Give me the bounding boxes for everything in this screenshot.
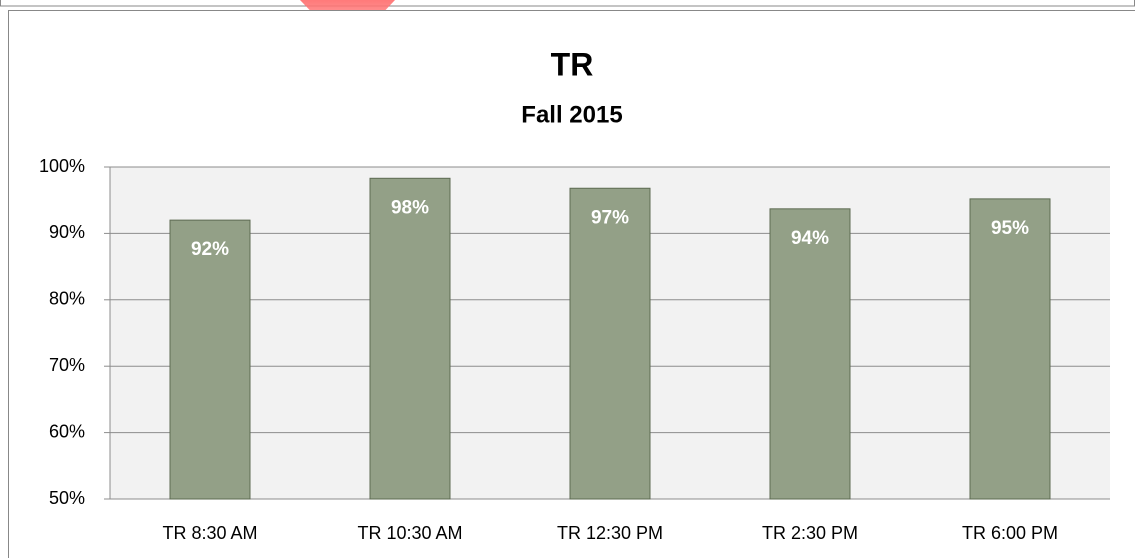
data-label: 97% xyxy=(591,207,629,228)
top-strip xyxy=(0,0,1135,7)
y-tick-label: 100% xyxy=(39,156,85,176)
data-label: 92% xyxy=(191,239,229,260)
bar xyxy=(369,177,451,500)
data-label: 94% xyxy=(791,228,829,249)
x-tick-label: TR 2:30 PM xyxy=(762,523,858,543)
y-tick-label: 90% xyxy=(49,222,85,242)
bar xyxy=(169,219,251,500)
x-tick-label: TR 8:30 AM xyxy=(162,523,257,543)
x-tick-label: TR 6:00 PM xyxy=(962,523,1058,543)
y-tick-label: 80% xyxy=(49,289,85,309)
data-label: 98% xyxy=(391,197,429,218)
x-tick-label: TR 12:30 PM xyxy=(557,523,663,543)
x-tick-label: TR 10:30 AM xyxy=(357,523,462,543)
bar xyxy=(969,198,1051,500)
data-label: 95% xyxy=(991,218,1029,239)
y-tick-label: 50% xyxy=(49,488,85,508)
y-tick-label: 70% xyxy=(49,355,85,375)
chart-title: TR xyxy=(551,46,594,82)
bar xyxy=(569,187,651,500)
bar xyxy=(769,208,851,500)
y-tick-label: 60% xyxy=(49,421,85,441)
chart-subtitle: Fall 2015 xyxy=(521,101,622,128)
